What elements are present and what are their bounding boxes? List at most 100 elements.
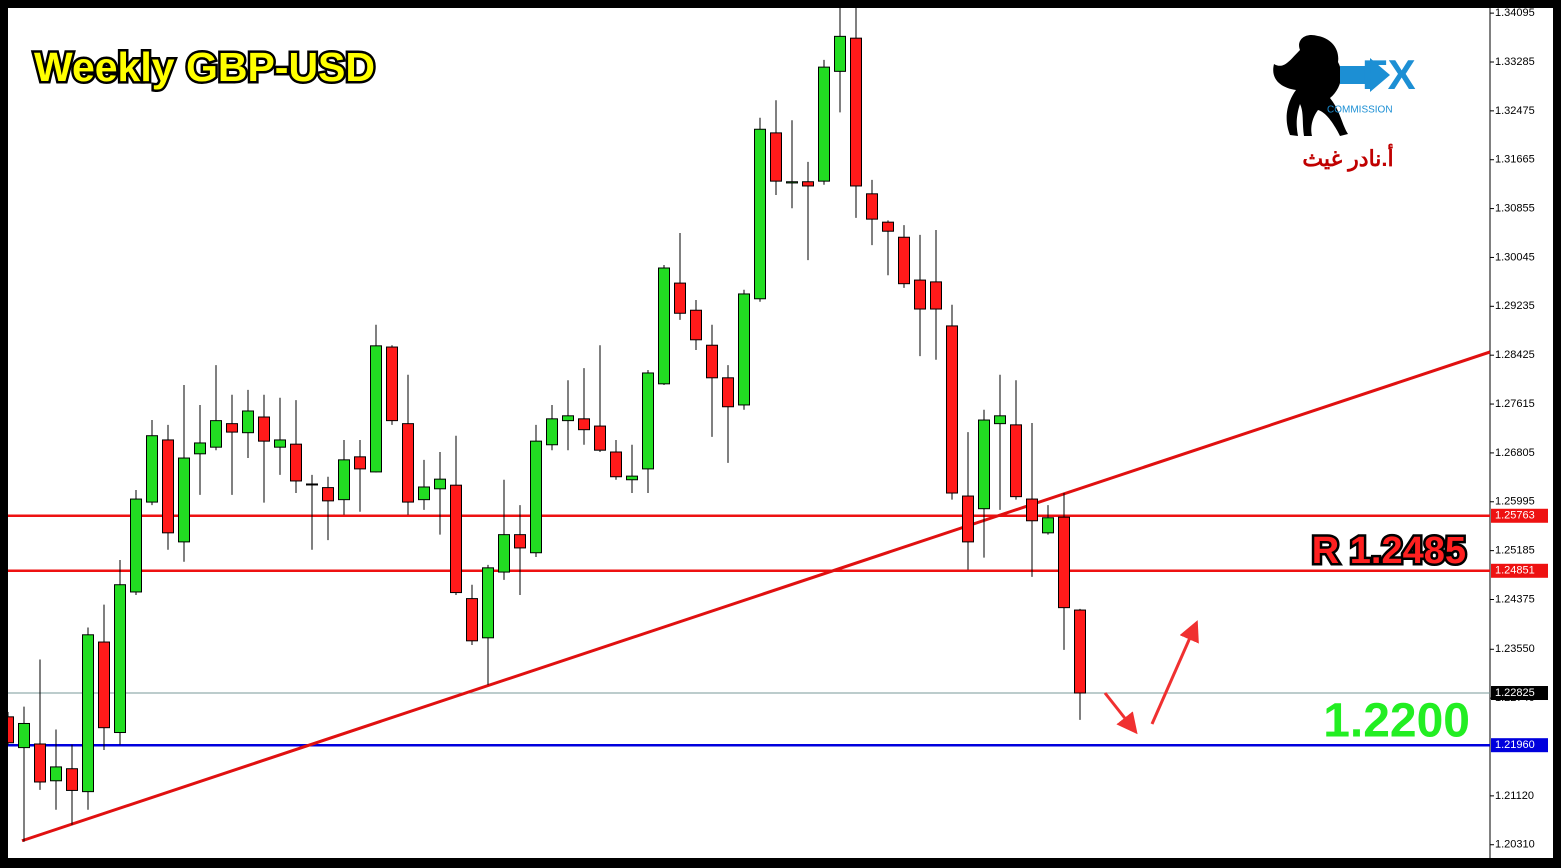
candle-body <box>834 35 846 72</box>
candle-body <box>674 282 686 314</box>
level-label-box <box>1491 563 1548 578</box>
candle-body <box>978 419 990 510</box>
y-tick-label: 1.30855 <box>1495 202 1535 214</box>
candle-body <box>194 442 206 455</box>
candle-body <box>450 484 462 594</box>
candle-body <box>1042 517 1054 534</box>
level-label-box <box>1491 686 1548 701</box>
candle-body <box>930 281 942 310</box>
candle-body <box>114 584 126 734</box>
resistance-label: R 1.2485 <box>1312 530 1466 572</box>
candle-body <box>706 344 718 379</box>
candle-body <box>1074 609 1086 694</box>
candle-body <box>626 475 638 481</box>
candle-body <box>994 415 1006 425</box>
logo: FX COMMISSION أ.نادر غيث <box>1273 34 1416 172</box>
candle-body <box>962 495 974 543</box>
y-tick-label: 1.33285 <box>1495 56 1535 68</box>
level-label-box <box>1491 508 1548 523</box>
y-tick-label: 1.30045 <box>1495 251 1535 263</box>
candle-body <box>210 420 222 448</box>
author: أ.نادر غيث <box>1302 143 1393 172</box>
level-label-box <box>1491 738 1548 753</box>
candle-body <box>642 372 654 470</box>
arrow <box>1150 620 1199 725</box>
y-tick-label: 1.20310 <box>1495 839 1535 851</box>
candle-body <box>850 37 862 187</box>
candle-body <box>162 439 174 534</box>
candle-body <box>34 743 46 783</box>
candle-body <box>402 423 414 503</box>
candle-body <box>514 534 526 549</box>
arrow <box>1103 692 1138 735</box>
candle-body <box>1058 516 1070 609</box>
y-tick-label: 1.28425 <box>1495 349 1535 361</box>
candle-body <box>354 456 366 470</box>
candle-body <box>290 443 302 482</box>
candle-body <box>418 486 430 501</box>
logo-brand: FX <box>1362 51 1416 98</box>
y-tick-label: 1.31665 <box>1495 154 1535 166</box>
candle-body <box>818 66 830 182</box>
level-label: 1.21960 <box>1495 739 1535 751</box>
axis-layer: 1.34095 1.33285 1.32475 1.31665 1.30855 1.300… <box>1490 7 1548 851</box>
y-tick-label: 1.24375 <box>1495 593 1535 605</box>
level-label: 1.22825 <box>1495 687 1535 699</box>
candle-body <box>98 641 110 729</box>
candle-body <box>690 309 702 341</box>
candle-body <box>306 483 318 486</box>
level-label: 1.25763 <box>1495 510 1535 522</box>
candle-body <box>82 634 94 793</box>
candle-body <box>242 410 254 434</box>
candle-body <box>50 766 62 782</box>
candle-body <box>498 534 510 573</box>
candle-body <box>466 598 478 642</box>
chart-title: Weekly GBP-USD <box>34 44 375 90</box>
candle-body <box>578 418 590 431</box>
candle-body <box>1026 498 1038 522</box>
logo-tagline: COMMISSION <box>1327 105 1393 116</box>
candle-body <box>770 132 782 182</box>
candle-body <box>562 415 574 422</box>
y-tick-label: 1.26805 <box>1495 447 1535 459</box>
candle-body <box>546 418 558 446</box>
level-label: 1.24851 <box>1495 565 1535 577</box>
candle-body <box>530 440 542 554</box>
candle-body <box>866 193 878 220</box>
candle-body <box>146 435 158 503</box>
trendline <box>21 350 1490 843</box>
candle-body <box>882 221 894 232</box>
candle-body <box>482 567 494 639</box>
y-tick-label: 1.25185 <box>1495 545 1535 557</box>
candle-body <box>322 487 334 502</box>
y-tick-label: 1.23550 <box>1495 643 1535 655</box>
candle-body <box>274 439 286 448</box>
candle-body <box>8 716 14 744</box>
candle-body <box>658 267 670 385</box>
y-tick-label: 1.25995 <box>1495 496 1535 508</box>
candle-body <box>898 236 910 285</box>
candle-body <box>18 722 30 749</box>
candle-body <box>66 768 78 791</box>
candle-body <box>338 459 350 501</box>
candle-body <box>914 279 926 310</box>
candle-body <box>1010 424 1022 498</box>
candle-body <box>178 457 190 543</box>
plot-layer <box>8 8 1490 843</box>
target-label: 1.2200 <box>1323 695 1470 748</box>
y-tick-label: 1.34095 <box>1495 7 1535 19</box>
candle-body <box>434 478 446 490</box>
candle-body <box>754 128 766 300</box>
candle-body <box>610 451 622 478</box>
candle-body <box>786 181 798 184</box>
y-tick-label: 1.32475 <box>1495 105 1535 117</box>
y-tick-label: 1.21120 <box>1495 790 1534 802</box>
candle-body <box>130 498 142 593</box>
candle-body <box>226 423 238 433</box>
candle-body <box>738 293 750 406</box>
candle-body <box>802 181 814 187</box>
candle-body <box>946 325 958 494</box>
candle-body <box>386 346 398 422</box>
